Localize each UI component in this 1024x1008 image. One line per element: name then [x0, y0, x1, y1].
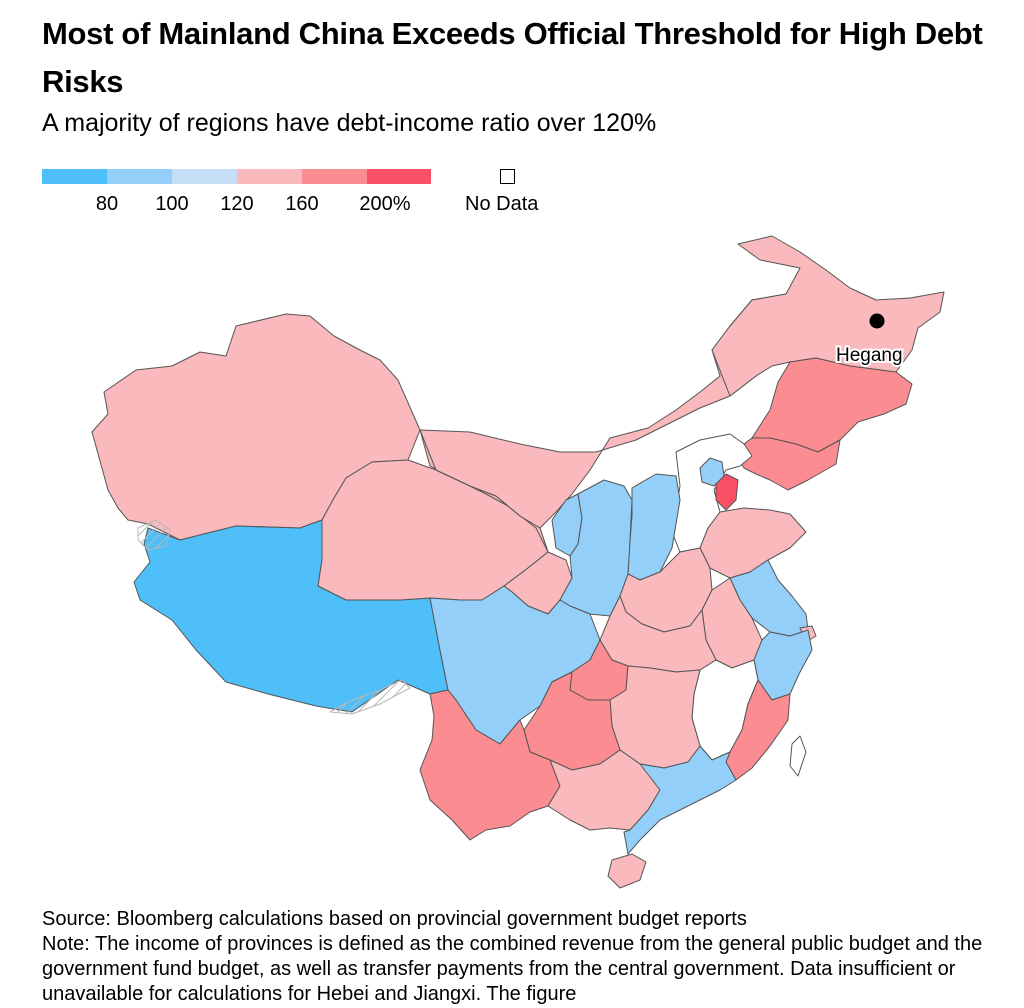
china-debt-map: Hegang — [91, 235, 945, 889]
region-guangdong — [623, 745, 737, 855]
legend-swatch-120-160 — [237, 169, 302, 184]
source-note: Source: Bloomberg calculations based on … — [42, 908, 747, 930]
disputed-area-aksai-chin — [137, 519, 171, 551]
disputed-area-south-tibet — [329, 679, 411, 715]
chart-title: Most of Mainland China Exceeds Official … — [42, 16, 983, 99]
legend-no-data-swatch — [500, 169, 515, 184]
legend-swatch-100-120 — [172, 169, 237, 184]
region-jilin — [751, 357, 913, 453]
legend-no-data-label: No Data — [465, 193, 539, 215]
methodology-note: Note: The income of provinces is defined… — [42, 933, 983, 1005]
legend-tick-100: 100 — [155, 193, 189, 215]
hegang-city-label: Hegang — [836, 345, 903, 366]
legend-tick-200: 200% — [359, 193, 411, 215]
hegang-city-marker — [869, 313, 885, 329]
region-shaanxi — [559, 479, 633, 617]
legend-tick-120: 120 — [220, 193, 254, 215]
legend-swatch-above-200 — [367, 169, 431, 184]
region-shandong — [699, 507, 807, 579]
color-legend: 80 100 120 160 200% No Data — [42, 168, 562, 218]
legend-swatch-160-200 — [302, 169, 367, 184]
region-tianjin — [715, 473, 739, 511]
legend-swatch-80-100 — [107, 169, 172, 184]
region-fujian — [725, 679, 791, 781]
legend-tick-80: 80 — [95, 193, 119, 215]
chart-footer: Source: Bloomberg calculations based on … — [42, 907, 1002, 1007]
legend-swatch-below-80 — [42, 169, 107, 184]
region-taiwan — [789, 735, 807, 777]
legend-tick-160: 160 — [285, 193, 319, 215]
region-hainan — [607, 853, 647, 889]
chart-subtitle: A majority of regions have debt-income r… — [42, 109, 657, 137]
